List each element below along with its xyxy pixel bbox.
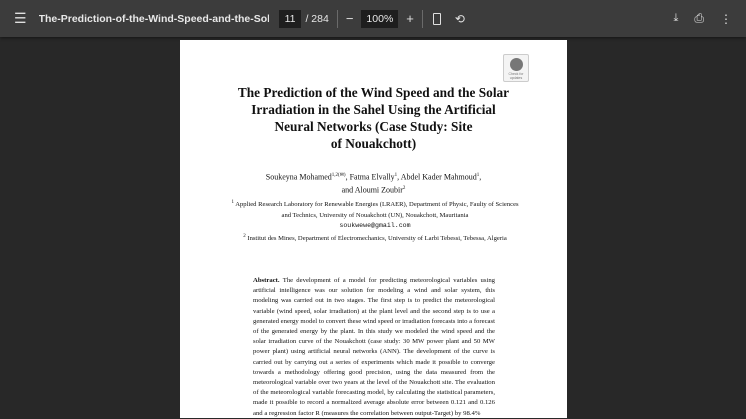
aff-num: 1: [231, 200, 234, 205]
affiliations: 1 Applied Research Laboratory for Renewa…: [230, 198, 520, 245]
title-line: of Nouakchott): [330, 136, 417, 151]
author: , Abdel Kader Mahmoud: [397, 172, 477, 182]
pdf-toolbar: ☰ The-Prediction-of-the-Wind-Speed-and-t…: [0, 0, 746, 37]
download-icon[interactable]: ⤓: [673, 12, 679, 24]
author: and Aloumi Zoubir: [341, 185, 403, 195]
zoom-input[interactable]: 100%: [361, 9, 399, 28]
aff-num: 2: [243, 233, 246, 239]
author-sup: 1: [394, 173, 398, 178]
abstract: Abstract. The development of a model for…: [253, 276, 495, 419]
check-for-updates-badge[interactable]: Check for updates: [503, 54, 529, 82]
fit-page-icon[interactable]: [432, 12, 441, 25]
divider: [421, 9, 423, 28]
crossmark-icon: [509, 58, 523, 71]
abstract-label: Abstract.: [253, 277, 280, 284]
menu-icon[interactable]: ☰: [14, 10, 27, 26]
paper-title: The Prediction of the Wind Speed and the…: [180, 84, 567, 152]
print-icon[interactable]: ⎙: [694, 11, 704, 25]
zoom-out-button[interactable]: −: [345, 11, 354, 26]
pdf-page: Check for updates The Prediction of the …: [180, 40, 567, 418]
title-line: The Prediction of the Wind Speed and the…: [237, 85, 510, 100]
author-sup: 1: [476, 173, 480, 178]
author: , Fatma Elvally: [345, 172, 395, 182]
total-pages: / 284: [305, 12, 329, 25]
authors: Soukeyna Mohamed1,2(✉), Fatma Elvally1, …: [180, 170, 567, 195]
zoom-in-button[interactable]: +: [406, 11, 414, 26]
author-sep: ,: [479, 172, 482, 182]
document-title: The-Prediction-of-the-Wind-Speed-and-the…: [38, 12, 269, 25]
title-line: Irradiation in the Sahel Using the Artif…: [251, 102, 496, 117]
abstract-text: The development of a model for predictin…: [253, 277, 496, 417]
badge-label: Check for updates: [508, 72, 524, 80]
author: Soukeyna Mohamed: [265, 172, 332, 182]
author-sup: 2: [402, 185, 406, 191]
affiliation-2: Institut des Mines, Department of Electr…: [247, 235, 507, 243]
title-line: Neural Networks (Case Study: Site: [274, 119, 473, 134]
more-options-icon[interactable]: ⋮: [720, 11, 732, 26]
email-link[interactable]: soukwewe@gmail.com: [339, 222, 411, 230]
affiliation-1: Applied Research Laboratory for Renewabl…: [235, 201, 519, 219]
divider: [336, 9, 338, 28]
page-number-input[interactable]: 11: [278, 9, 302, 28]
author-sup: 1,2(✉): [331, 173, 346, 178]
rotate-icon[interactable]: ⟲: [454, 11, 465, 26]
